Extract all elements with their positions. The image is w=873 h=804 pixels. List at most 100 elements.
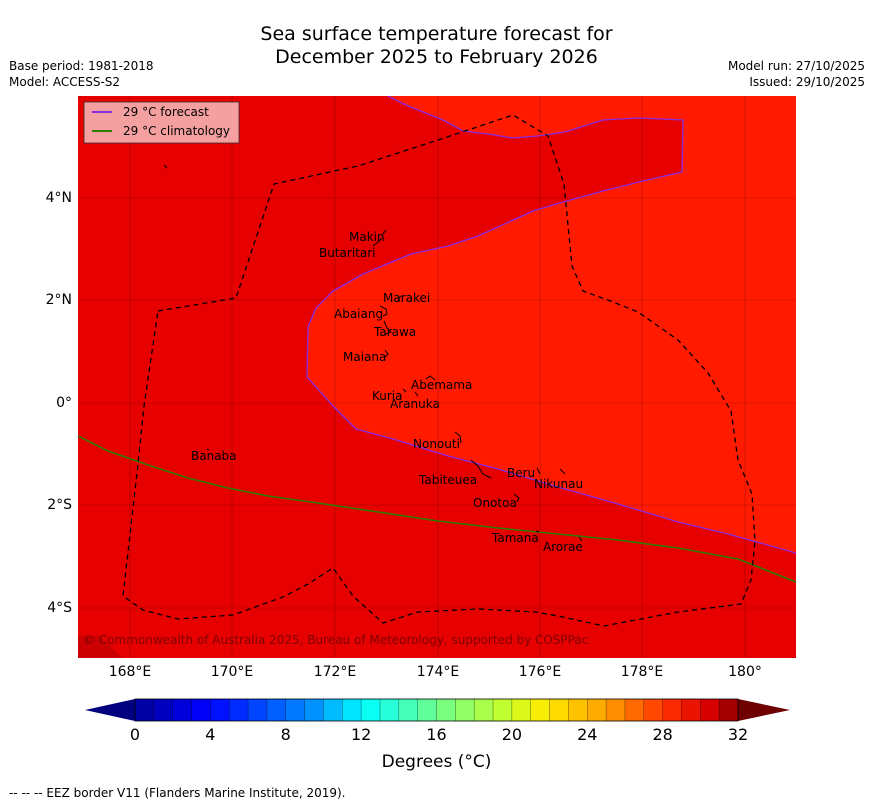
colorbar-cell: [342, 699, 362, 721]
y-tick-2n: 2°N: [45, 292, 72, 308]
colorbar-cell: [624, 699, 645, 721]
colorbar-label: 16: [426, 725, 447, 744]
label-makin: Makin: [349, 230, 385, 244]
y-tick-4s: 4°S: [47, 600, 72, 616]
label-banaba: Banaba: [191, 449, 237, 463]
colorbar-cell: [379, 699, 400, 721]
colorbar-cell: [662, 699, 682, 721]
map-legend: 29 °C forecast 29 °C climatology: [83, 101, 240, 144]
island-tarawa: [383, 320, 392, 335]
model-name: Model: ACCESS-S2: [9, 75, 121, 89]
colorbar-label: 12: [350, 725, 372, 744]
colorbar-cell: [248, 699, 268, 721]
chart-title-line2: December 2025 to February 2026: [275, 46, 598, 68]
colorbar-cell: [398, 699, 419, 721]
colorbar-cell: [191, 699, 211, 721]
colorbar-label: 28: [652, 725, 673, 744]
colorbar-label: 24: [577, 725, 598, 744]
colorbar-cell: [530, 699, 551, 721]
sst-map: Makin Butaritari Marakei Abaiang Tarawa …: [78, 96, 796, 658]
island-abaiang: [379, 305, 388, 317]
label-beru: Beru: [507, 466, 535, 480]
label-tarawa: Tarawa: [373, 325, 416, 339]
y-tick-2s: 2°S: [47, 497, 72, 513]
island-small: [163, 164, 168, 169]
island-banaba: [206, 448, 210, 451]
x-tick-180: 180°: [728, 664, 762, 680]
label-abemama: Abemama: [411, 378, 472, 392]
legend-forecast-label: 29 °C forecast: [123, 105, 209, 119]
colorbar-cell: [153, 699, 174, 721]
island-makin: [382, 229, 387, 235]
label-nikunau: Nikunau: [534, 477, 583, 491]
gridlines: [78, 96, 796, 658]
sst-region-30-31: [78, 636, 123, 658]
colorbar-cell: [455, 699, 475, 721]
label-maiana: Maiana: [343, 350, 386, 364]
issued-date: Issued: 29/10/2025: [749, 75, 865, 89]
island-maiana: [383, 349, 389, 359]
colorbar-min-extend: [85, 699, 135, 721]
x-tick-170: 170°E: [210, 664, 254, 680]
colorbar-cell: [210, 699, 230, 721]
island-tabiteuea: [470, 459, 492, 479]
colorbar-label: 32: [727, 725, 749, 744]
label-kuria: Kuria: [372, 389, 403, 403]
island-onotoa: [513, 493, 520, 503]
island-nonouti: [454, 431, 462, 444]
label-marakei: Marakei: [383, 291, 430, 305]
colorbar-cell: [606, 699, 626, 721]
island-tamana: [535, 530, 540, 533]
label-aranuka: Aranuka: [390, 397, 440, 411]
colorbar-label: 4: [205, 725, 216, 744]
island-nikunau: [559, 468, 566, 475]
x-tick-172: 172°E: [313, 664, 357, 680]
colorbar-title: Degrees (°C): [381, 752, 492, 772]
label-tamana: Tamana: [491, 531, 539, 545]
label-arorae: Arorae: [543, 540, 583, 554]
colorbar-cell: [323, 699, 343, 721]
island-marakei: [397, 295, 402, 300]
colorbar: [85, 698, 790, 722]
island-arorae: [578, 536, 583, 542]
colorbar-cell: [700, 699, 720, 721]
colorbar-label: 0: [129, 725, 141, 744]
island-aranuka: [414, 391, 419, 397]
colorbar-cell: [361, 699, 381, 721]
colorbar-cell: [135, 699, 155, 721]
label-butaritari: Butaritari: [319, 246, 376, 260]
label-nonouti: Nonouti: [413, 437, 460, 451]
islands: [163, 164, 583, 542]
island-abemama: [425, 375, 436, 381]
legend-climatology-label: 29 °C climatology: [123, 124, 230, 138]
colorbar-cell: [719, 699, 739, 721]
colorbar-cell: [266, 699, 287, 721]
label-tabiteuea: Tabiteuea: [418, 473, 477, 487]
x-tick-168: 168°E: [108, 664, 152, 680]
model-run: Model run: 27/10/2025: [727, 59, 865, 73]
island-beru: [536, 467, 541, 475]
colorbar-cell: [549, 699, 569, 721]
x-tick-174: 174°E: [416, 664, 460, 680]
colorbar-cell: [643, 699, 664, 721]
y-tick-0: 0°: [56, 395, 72, 411]
climatology-29-contour: [78, 435, 796, 583]
sst-region-30-31-corner: [78, 96, 82, 100]
footer-eez-note: -- -- -- EEZ border V11 (Flanders Marine…: [9, 786, 346, 800]
label-abaiang: Abaiang: [334, 307, 383, 321]
colorbar-cell: [587, 699, 607, 721]
colorbar-cell: [681, 699, 701, 721]
x-tick-176: 176°E: [518, 664, 562, 680]
island-kuria: [402, 388, 407, 393]
chart-title-line1: Sea surface temperature forecast for: [260, 23, 613, 45]
eez-border: [122, 114, 756, 627]
label-onotoa: Onotoa: [473, 496, 517, 510]
colorbar-cell: [474, 699, 494, 721]
colorbar-max-extend: [738, 699, 790, 721]
colorbar-label: 8: [280, 725, 291, 744]
colorbar-cell: [511, 699, 532, 721]
island-butaritari: [372, 237, 383, 247]
x-tick-178: 178°E: [620, 664, 664, 680]
colorbar-cell: [417, 699, 437, 721]
colorbar-cell: [285, 699, 306, 721]
